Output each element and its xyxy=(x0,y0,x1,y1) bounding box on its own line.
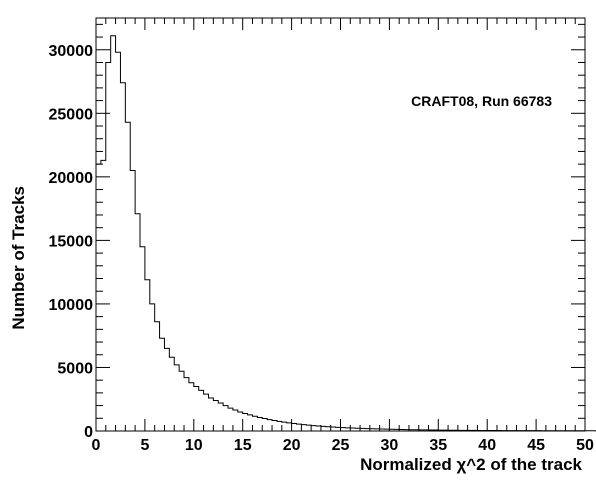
x-tick-label: 40 xyxy=(478,437,496,454)
x-tick-label: 25 xyxy=(332,437,350,454)
x-axis-title: Normalized χ^2 of the track xyxy=(360,455,582,474)
x-tick-label: 35 xyxy=(429,437,447,454)
x-tick-label: 10 xyxy=(185,437,203,454)
y-tick-label: 10000 xyxy=(49,297,94,314)
x-tick-label: 15 xyxy=(234,437,252,454)
y-tick-label: 25000 xyxy=(49,106,94,123)
plot-frame xyxy=(95,17,586,432)
x-tick-label: 20 xyxy=(283,437,301,454)
y-tick-label: 5000 xyxy=(57,360,93,377)
y-tick-label: 20000 xyxy=(49,170,94,187)
y-axis-title: Number of Tracks xyxy=(9,186,28,330)
x-tick-label: 0 xyxy=(92,437,101,454)
y-tick-label: 0 xyxy=(84,424,93,441)
x-tick-label: 45 xyxy=(527,437,545,454)
y-axis-ticks xyxy=(96,23,585,432)
x-tick-label: 50 xyxy=(576,437,594,454)
y-tick-label: 15000 xyxy=(49,233,94,250)
histogram-series-line xyxy=(96,35,596,432)
y-axis-tick-labels: 0 5000 10000 15000 20000 25000 30000 xyxy=(49,43,94,441)
annotation-label: CRAFT08, Run 66783 xyxy=(411,93,552,109)
x-axis-tick-labels: 0 5 10 15 20 25 30 35 40 45 50 xyxy=(92,437,594,454)
x-axis-ticks xyxy=(95,18,586,431)
x-tick-label: 30 xyxy=(381,437,399,454)
x-tick-label: 5 xyxy=(140,437,149,454)
y-tick-label: 30000 xyxy=(49,43,94,60)
